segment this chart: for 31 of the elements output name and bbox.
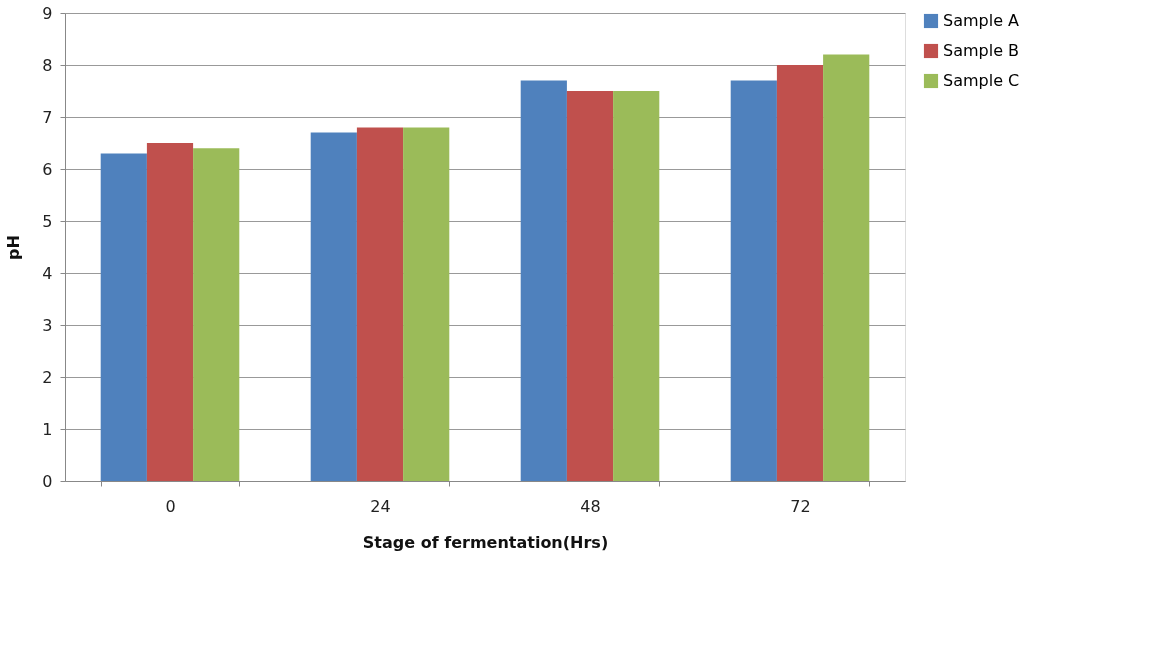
y-tick-label: 0 xyxy=(42,471,53,491)
legend-label: Sample B xyxy=(943,41,1020,60)
x-tick-label: 72 xyxy=(790,496,811,516)
bar xyxy=(100,153,147,481)
y-tick-label: 5 xyxy=(42,211,53,231)
y-tick-label: 3 xyxy=(42,315,53,335)
bar xyxy=(823,54,870,481)
y-tick-label: 8 xyxy=(42,55,53,75)
x-tick-label: 0 xyxy=(165,496,176,516)
bar xyxy=(146,143,194,481)
y-tick-label: 7 xyxy=(42,107,53,127)
bar xyxy=(613,91,660,481)
x-tick-label: 24 xyxy=(370,496,391,516)
legend-label: Sample A xyxy=(943,11,1020,30)
y-axis-title: pH xyxy=(4,235,24,260)
y-tick-label: 9 xyxy=(42,3,53,23)
bar xyxy=(356,127,404,481)
bar xyxy=(566,91,614,481)
bar xyxy=(520,80,567,481)
x-axis-title: Stage of fermentation(Hrs) xyxy=(362,532,609,552)
bar xyxy=(403,127,450,481)
x-tick-label: 48 xyxy=(580,496,601,516)
legend-label: Sample C xyxy=(943,71,1020,90)
bar xyxy=(310,132,357,481)
y-tick-label: 6 xyxy=(42,159,53,179)
bar xyxy=(193,148,240,481)
y-tick-label: 2 xyxy=(42,367,53,387)
bar xyxy=(776,65,824,481)
bar xyxy=(730,80,777,481)
y-tick-label: 1 xyxy=(42,419,53,439)
y-tick-label: 4 xyxy=(42,263,53,283)
